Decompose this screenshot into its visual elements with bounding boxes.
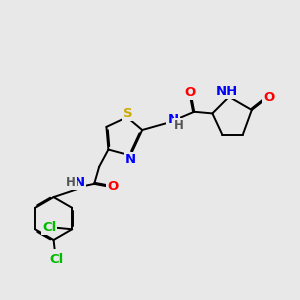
Text: H: H [174, 119, 184, 132]
Text: Cl: Cl [42, 221, 56, 234]
Text: H: H [66, 176, 76, 189]
Text: O: O [263, 91, 274, 104]
Text: N: N [125, 153, 136, 166]
Text: Cl: Cl [50, 253, 64, 266]
Text: N: N [167, 113, 179, 126]
Text: S: S [123, 107, 133, 120]
Text: N: N [74, 176, 85, 189]
Text: O: O [184, 86, 196, 99]
Text: O: O [107, 180, 118, 193]
Text: NH: NH [216, 85, 238, 98]
